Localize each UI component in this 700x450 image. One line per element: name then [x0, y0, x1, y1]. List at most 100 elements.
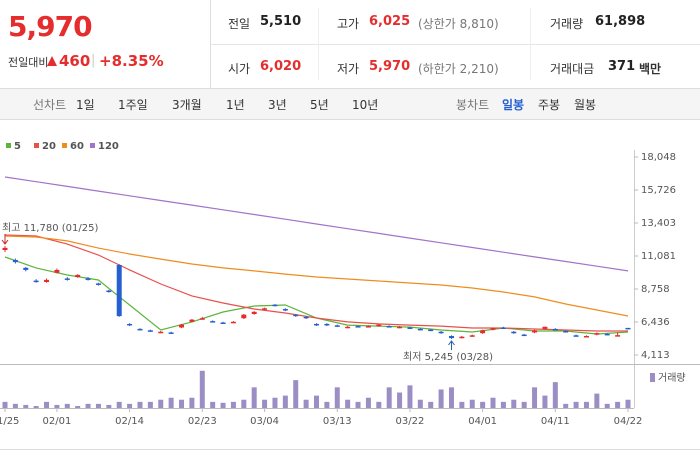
candle-body: [220, 322, 226, 325]
ma-line: [4, 256, 629, 335]
candle-body: [448, 336, 454, 339]
item-note: (상한가 8,810): [418, 17, 499, 31]
volume-bar: [23, 404, 29, 408]
ma-line: [4, 176, 629, 272]
volume-bar: [220, 402, 226, 408]
legend-swatch: [6, 143, 11, 148]
item-value: 6,020: [260, 59, 302, 74]
candle-body: [573, 335, 579, 337]
candle-body: [583, 336, 589, 338]
candle-body: [262, 308, 268, 310]
tab-bar: [0, 88, 700, 120]
volume-bar: [386, 387, 392, 408]
legend-label: 거래량: [658, 372, 686, 384]
volume-bar: [262, 399, 268, 408]
candle-body: [137, 328, 143, 331]
volume-bar: [158, 399, 164, 408]
volume-bar: [75, 406, 81, 408]
volume-bar: [64, 403, 70, 408]
volume-bar: [272, 397, 278, 408]
volume-bar: [168, 397, 174, 408]
period-tab[interactable]: 1주일: [118, 98, 148, 112]
volume-bar: [532, 387, 538, 408]
candle-body: [324, 323, 330, 326]
candle-body: [179, 324, 185, 328]
period-tab[interactable]: 3개월: [172, 98, 202, 112]
item-label: 거래량: [550, 17, 584, 31]
x-tick-label: 04/11: [541, 416, 570, 427]
candle-body: [168, 332, 174, 334]
item-unit: 백만: [639, 62, 662, 76]
y-tick-label: 18,048: [641, 152, 676, 163]
volume-bar: [573, 401, 579, 408]
candle-tab[interactable]: 일봉: [502, 98, 525, 112]
volume-bar: [324, 401, 330, 408]
candle-body: [2, 247, 8, 251]
candle-body: [54, 269, 60, 273]
ma-line: [4, 234, 628, 332]
volume-bar: [345, 399, 351, 408]
item-label: 거래대금: [550, 62, 595, 76]
divider: |: [91, 53, 96, 68]
candle-tab[interactable]: 주봉: [538, 98, 561, 112]
period-tab[interactable]: 10년: [352, 98, 379, 112]
volume-bar: [469, 399, 475, 408]
legend-label: 5: [14, 141, 21, 152]
x-tick-label: 03/13: [323, 416, 352, 427]
divider: [530, 8, 531, 80]
x-tick-label: 02/01: [43, 416, 72, 427]
item-label: 고가: [337, 17, 360, 31]
candle-body: [532, 330, 538, 333]
volume-bar: [44, 401, 50, 408]
candle-body: [303, 316, 309, 319]
candle-body: [459, 336, 465, 339]
item-value: 6,025: [369, 14, 411, 29]
divider: [210, 44, 700, 45]
candle-body: [158, 331, 164, 334]
change-label: 전일대비: [8, 56, 49, 69]
period-tab[interactable]: 1일: [76, 98, 95, 112]
y-tick-label: 13,403: [641, 218, 676, 229]
volume-bar: [95, 403, 101, 408]
x-tick-label: 03/04: [250, 416, 279, 427]
volume-bar: [480, 401, 486, 408]
y-tick-label: 11,081: [641, 251, 676, 262]
volume-bar: [625, 399, 631, 408]
period-tab[interactable]: 1년: [226, 98, 245, 112]
period-tab[interactable]: 5년: [310, 98, 329, 112]
volume-bar: [552, 382, 558, 408]
candle-body: [251, 311, 257, 314]
up-triangle: [47, 56, 57, 66]
volume-bar: [583, 401, 589, 408]
item-value: 5,970: [369, 59, 411, 74]
volume-bar: [116, 401, 122, 408]
legend-swatch: [62, 143, 67, 148]
candle-body: [397, 326, 403, 329]
volume-bar: [604, 403, 610, 408]
candle-body: [490, 328, 496, 330]
volume-bar: [417, 399, 423, 408]
candle-body: [23, 267, 29, 270]
candle-body: [241, 314, 247, 319]
candle-body: [594, 333, 600, 335]
candle-tab[interactable]: 월봉: [574, 98, 597, 112]
annotation: 최저 5,245 (03/28): [403, 351, 493, 363]
ma-line: [4, 235, 629, 317]
candle-body: [127, 323, 133, 326]
volume-bar: [85, 403, 91, 408]
legend-label: 120: [98, 141, 119, 152]
candle-body: [615, 335, 621, 337]
candle-body: [116, 264, 122, 317]
volume-bar: [615, 401, 621, 408]
price: 5,970: [8, 10, 93, 43]
candle-body: [376, 324, 382, 327]
volume-bar: [563, 403, 569, 408]
volume-bar: [365, 397, 371, 408]
period-tab[interactable]: 3년: [268, 98, 287, 112]
volume-bar: [334, 387, 340, 408]
candle-body: [282, 309, 288, 311]
candle-body: [95, 283, 101, 285]
volume-bar: [407, 385, 413, 408]
